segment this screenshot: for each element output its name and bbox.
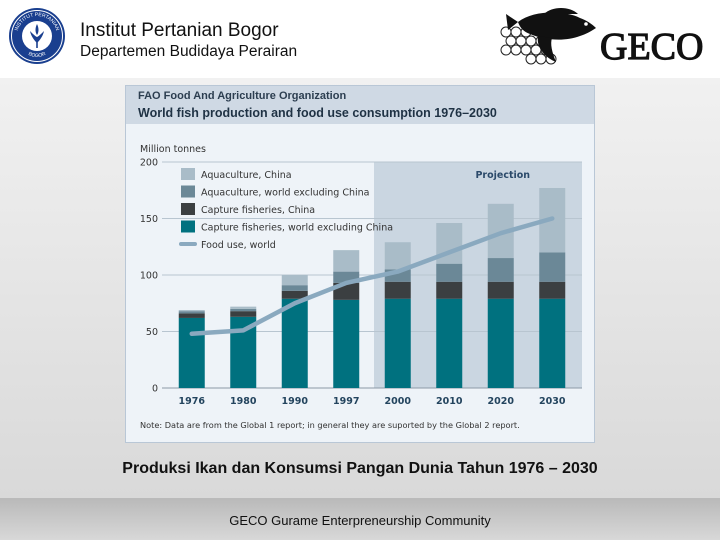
figure-org-line: FAO Food And Agriculture Organization: [138, 90, 347, 102]
x-tick-label: 2010: [436, 396, 463, 407]
bar-segment: [539, 252, 566, 282]
geco-logo: GECO: [500, 8, 704, 68]
fish-production-chart: Projection Million tonnes 0 50 100 150 200 1…: [140, 144, 582, 430]
ipb-logo: INSTITUT PERTANIAN BOGOR: [9, 8, 65, 64]
bar-segment: [178, 317, 205, 388]
legend-label: Capture fisheries, world excluding China: [201, 223, 393, 234]
food-use-line: [189, 216, 555, 337]
bar-segment: [281, 290, 308, 299]
svg-text:BOGOR: BOGOR: [27, 51, 47, 59]
bar-segment: [487, 281, 514, 299]
x-tick-label: 1997: [333, 396, 359, 407]
bar-segment: [384, 242, 411, 270]
x-tick-label: 2030: [539, 396, 566, 407]
institution-name: Institut Pertanian Bogor: [80, 20, 279, 41]
x-tick-label: 1976: [179, 396, 206, 407]
bar-segment: [281, 285, 308, 291]
x-tick-label: 1990: [282, 396, 309, 407]
legend-label: Food use, world: [201, 240, 276, 251]
bar-segment: [178, 311, 205, 314]
legend-swatch: [181, 220, 195, 233]
bar-segment: [539, 298, 566, 388]
bar-segment: [436, 263, 463, 282]
department-name: Departemen Budidaya Perairan: [80, 43, 298, 60]
bar-segment: [230, 308, 257, 312]
x-tick-label: 1980: [230, 396, 257, 407]
y-tick-label: 100: [140, 271, 158, 282]
x-tick-label: 2000: [385, 396, 412, 407]
slide-header: INSTITUT PERTANIAN BOGOR Institut Pertan…: [0, 0, 720, 78]
legend-swatch: [181, 203, 195, 215]
logo-ring-bottom-text: BOGOR: [27, 51, 47, 59]
x-tick-label: 2020: [488, 396, 515, 407]
figure-header: FAO Food And Agriculture Organization Wo…: [126, 86, 594, 124]
y-tick-label: 50: [146, 327, 158, 338]
gourami-fish-icon: [506, 8, 596, 62]
bar-segment: [230, 311, 257, 317]
bar-segment: [178, 313, 205, 318]
legend-label: Capture fisheries, China: [201, 205, 315, 216]
bar-segment: [333, 299, 360, 388]
bar-segment: [230, 306, 257, 309]
slide-footer: GECO Gurame Enterpreneurship Community: [0, 498, 720, 540]
y-tick-label: 150: [140, 214, 158, 225]
legend-label: Aquaculture, world excluding China: [201, 188, 370, 199]
bar-segment: [487, 298, 514, 388]
legend-swatch: [181, 168, 195, 180]
bar-segment: [333, 250, 360, 272]
bar-segment: [281, 275, 308, 286]
bar-segment: [436, 281, 463, 299]
bar-segment: [539, 281, 566, 299]
bar-segment: [281, 298, 308, 388]
footer-text: GECO Gurame Enterpreneurship Community: [229, 513, 491, 528]
bar-segment: [487, 258, 514, 282]
y-axis-label: Million tonnes: [140, 144, 206, 155]
legend-label: Aquaculture, China: [201, 170, 292, 181]
geco-wordmark: GECO: [600, 26, 703, 68]
bar-segment: [178, 310, 205, 312]
bar-segment: [384, 298, 411, 388]
legend-swatch: [181, 185, 195, 198]
projection-label: Projection: [475, 170, 530, 181]
bar-segment: [384, 281, 411, 299]
y-tick-label: 0: [152, 384, 158, 395]
bar-segment: [333, 271, 360, 283]
fao-figure: FAO Food And Agriculture Organization Wo…: [125, 85, 595, 443]
figure-note: Note: Data are from the Global 1 report;…: [140, 420, 520, 430]
bar-segment: [436, 298, 463, 388]
slide-caption: Produksi Ikan dan Konsumsi Pangan Dunia …: [122, 460, 598, 477]
y-tick-label: 200: [140, 158, 158, 169]
figure-title: World fish production and food use consu…: [138, 106, 497, 120]
